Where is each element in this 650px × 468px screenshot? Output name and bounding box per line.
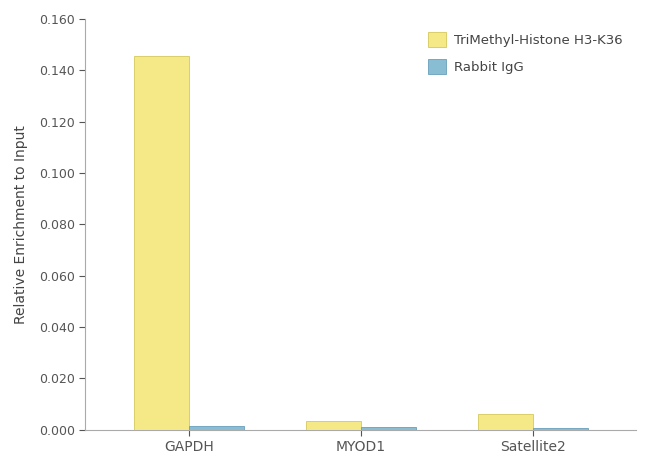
Bar <box>533 428 588 430</box>
Bar <box>306 421 361 430</box>
Bar <box>134 56 188 430</box>
Bar <box>361 427 416 430</box>
Bar <box>188 426 244 430</box>
Y-axis label: Relative Enrichment to Input: Relative Enrichment to Input <box>14 125 28 324</box>
Bar <box>478 414 533 430</box>
Legend: TriMethyl-Histone H3-K36, Rabbit IgG: TriMethyl-Histone H3-K36, Rabbit IgG <box>421 25 629 81</box>
